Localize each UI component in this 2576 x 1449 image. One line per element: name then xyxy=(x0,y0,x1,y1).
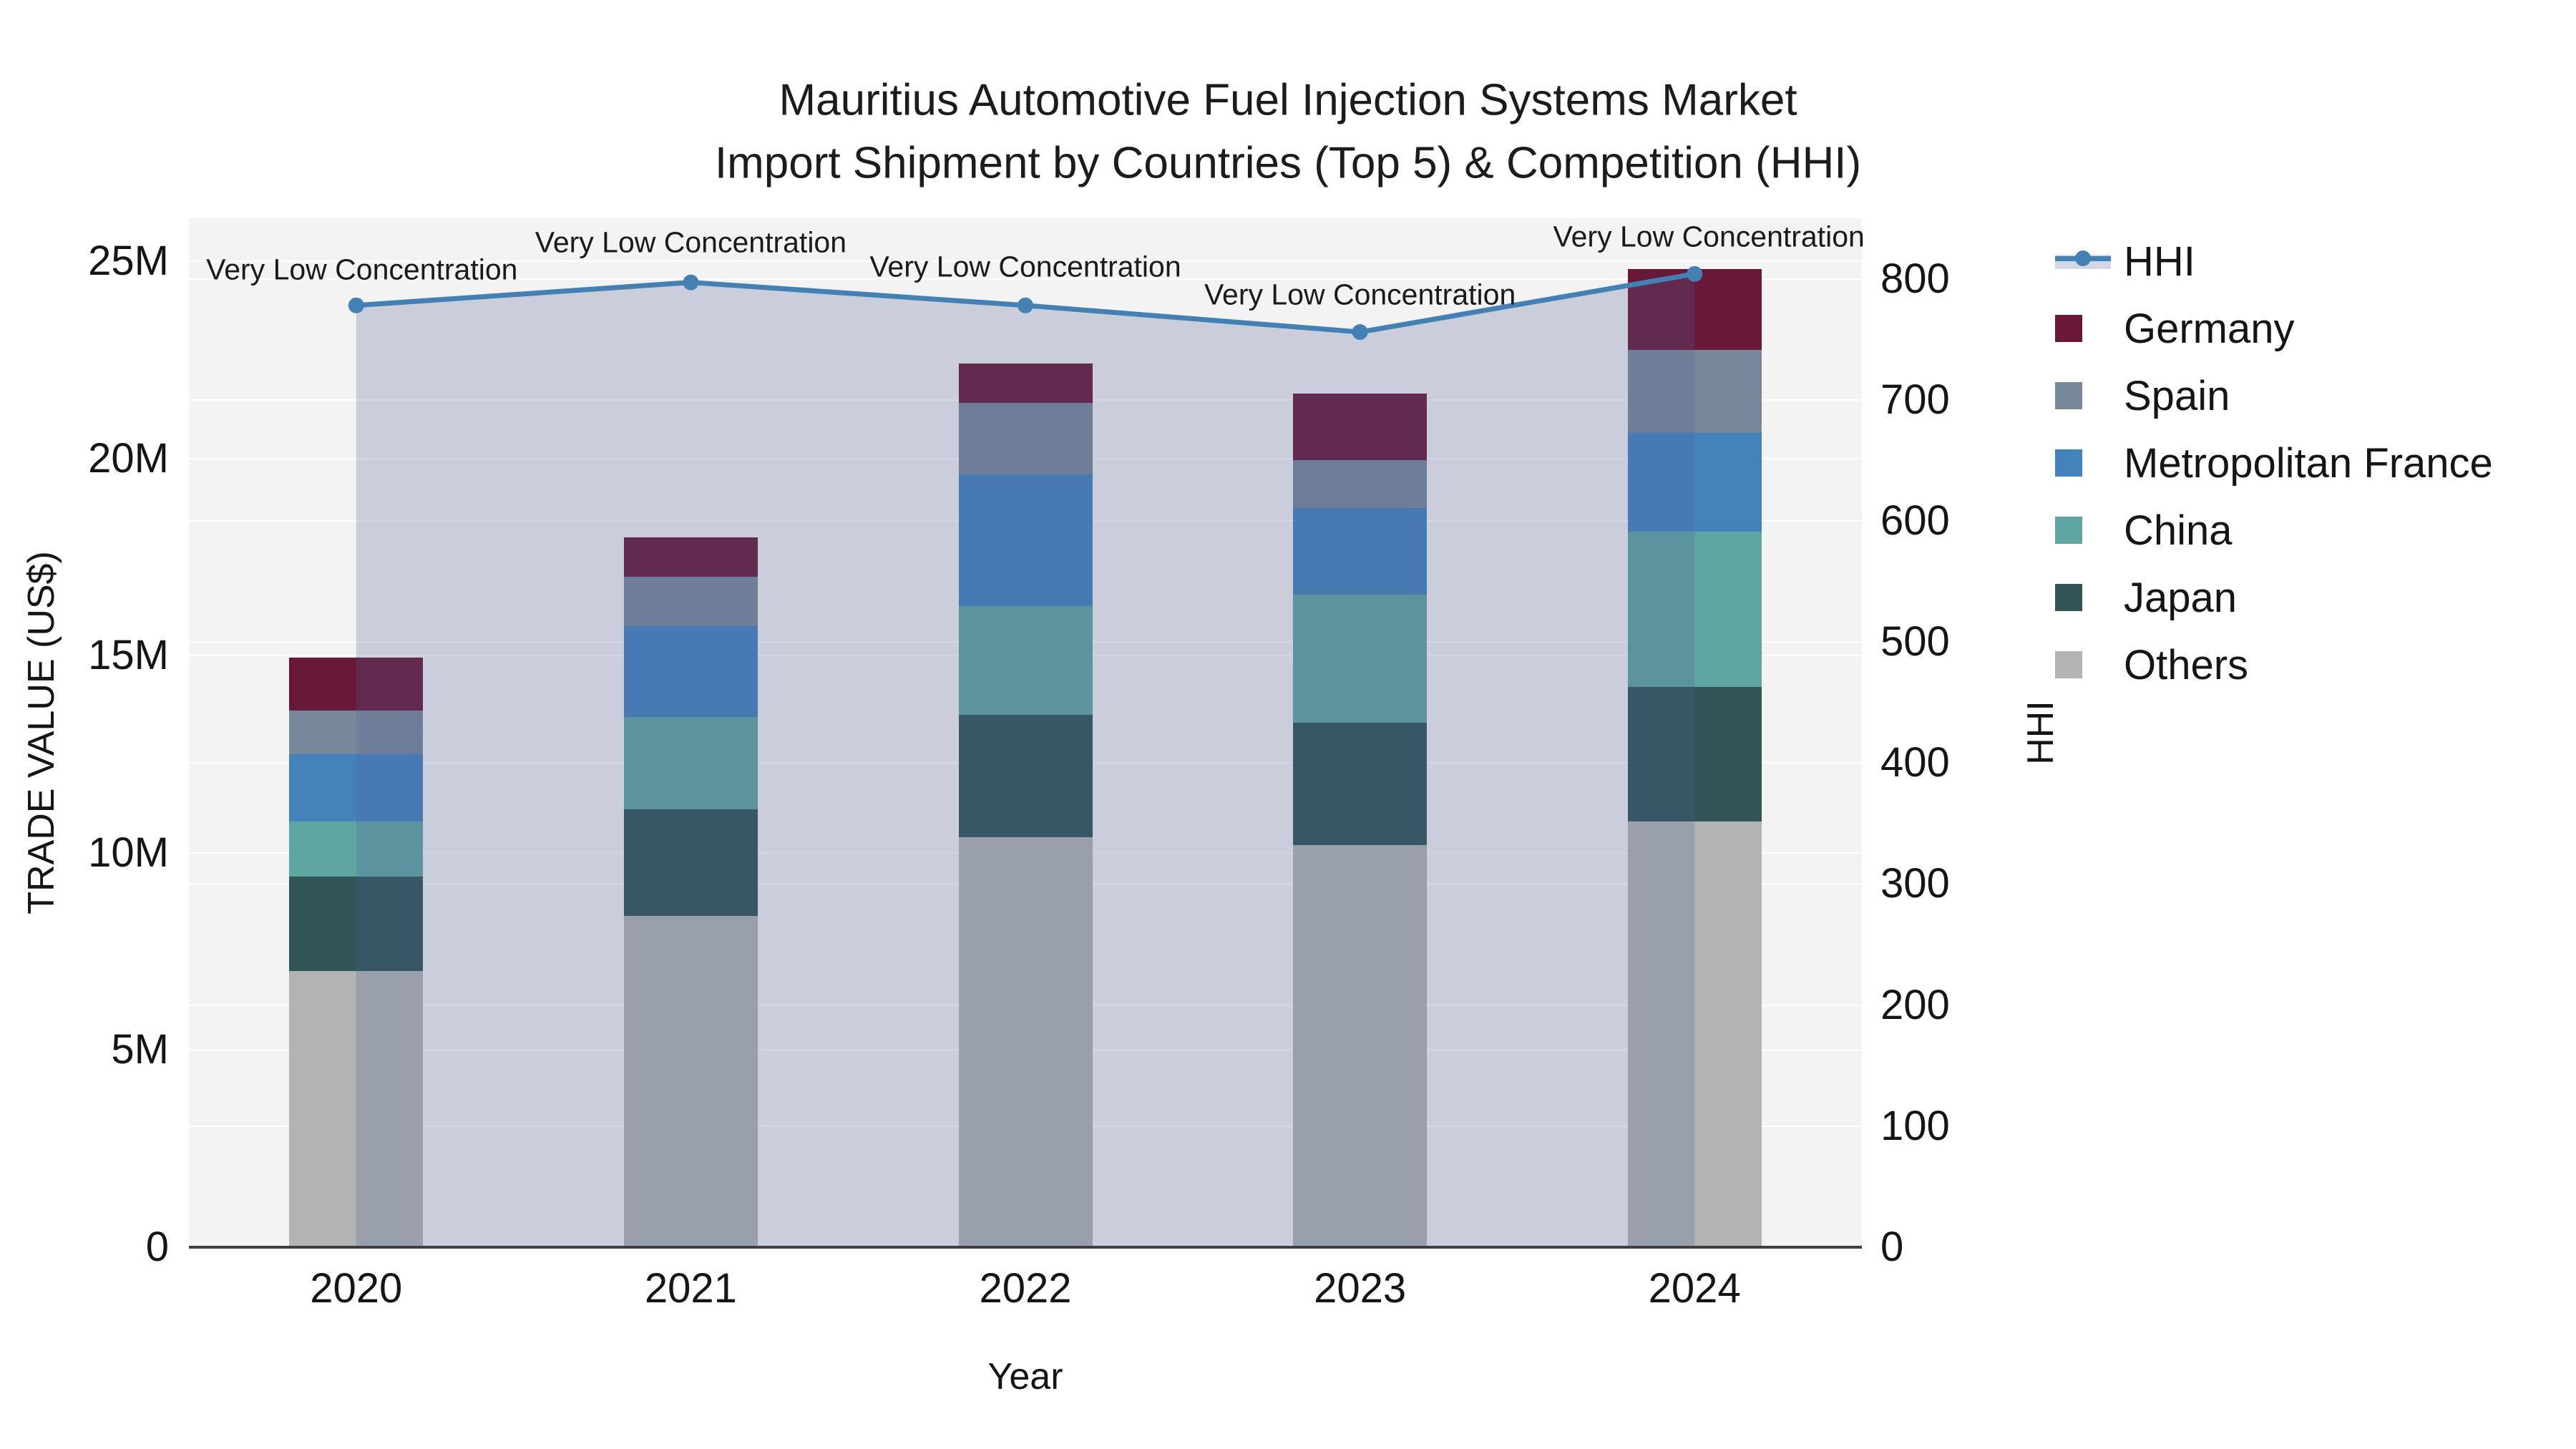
legend-item-spain[interactable]: Spain xyxy=(2055,362,2493,429)
bar-segment-2021-metropolitan-france[interactable] xyxy=(623,625,758,717)
y-right-tick-100: 100 xyxy=(1880,1102,1950,1149)
bar-segment-2022-china[interactable] xyxy=(958,606,1093,715)
bar-segment-2023-china[interactable] xyxy=(1293,594,1428,723)
chart-title-line-1: Mauritius Automotive Fuel Injection Syst… xyxy=(779,75,1797,125)
legend-item-hhi[interactable]: HHI xyxy=(2055,228,2493,295)
bar-segment-2024-japan[interactable] xyxy=(1627,687,1762,821)
y-right-tick-800: 800 xyxy=(1880,255,1950,302)
y-right-tick-600: 600 xyxy=(1880,497,1950,544)
legend-swatch-icon xyxy=(2055,449,2124,477)
hhi-marker-2020[interactable] xyxy=(348,297,364,313)
bar-segment-2020-metropolitan-france[interactable] xyxy=(289,754,424,821)
bar-segment-2022-japan[interactable] xyxy=(958,714,1093,837)
bar-segment-2022-germany[interactable] xyxy=(958,364,1093,404)
legend-label: Germany xyxy=(2124,305,2295,352)
x-tick-2020: 2020 xyxy=(310,1265,403,1312)
legend-swatch-icon xyxy=(2055,382,2124,409)
legend-label: Japan xyxy=(2124,574,2238,621)
bar-segment-2020-china[interactable] xyxy=(289,821,424,877)
y-left-axis-title: TRADE VALUE (US$) xyxy=(21,551,62,914)
hhi-marker-2023[interactable] xyxy=(1352,324,1368,341)
x-tick-2021: 2021 xyxy=(644,1265,737,1312)
bar-segment-2020-japan[interactable] xyxy=(289,876,424,972)
hhi-marker-icon xyxy=(2075,250,2091,266)
legend-swatch-icon xyxy=(2055,315,2124,342)
bar-segment-2020-spain[interactable] xyxy=(289,711,424,755)
y-right-tick-300: 300 xyxy=(1880,860,1950,907)
bar-segment-2021-others[interactable] xyxy=(623,916,758,1247)
legend-swatch-icon xyxy=(2055,584,2124,611)
hhi-marker-2021[interactable] xyxy=(683,274,699,291)
legend-item-metropolitan-france[interactable]: Metropolitan France xyxy=(2055,429,2493,497)
x-tick-2022: 2022 xyxy=(979,1265,1072,1312)
legend-swatch-icon xyxy=(2055,517,2124,544)
x-axis-title: Year xyxy=(987,1356,1063,1397)
legend-label: China xyxy=(2124,507,2233,554)
bar-segment-2020-germany[interactable] xyxy=(289,658,424,711)
chart-title-line-2: Import Shipment by Countries (Top 5) & C… xyxy=(714,138,1862,188)
x-tick-2024: 2024 xyxy=(1648,1265,1741,1312)
legend-item-china[interactable]: China xyxy=(2055,497,2493,564)
bar-segment-2024-china[interactable] xyxy=(1627,531,1762,688)
y-right-tick-0: 0 xyxy=(1880,1224,1904,1270)
y-left-tick-5M: 5M xyxy=(111,1026,169,1073)
y-right-tick-500: 500 xyxy=(1880,618,1950,665)
bar-segment-2024-spain[interactable] xyxy=(1627,350,1762,433)
legend-item-japan[interactable]: Japan xyxy=(2055,564,2493,631)
annotation-2024: Very Low Concentration xyxy=(1553,220,1865,253)
bar-segment-2021-germany[interactable] xyxy=(623,537,758,577)
x-axis-line xyxy=(189,1246,1862,1249)
bar-segment-2023-spain[interactable] xyxy=(1293,460,1428,508)
bar-segment-2020-others[interactable] xyxy=(289,971,424,1247)
germany-swatch-icon xyxy=(2055,315,2082,342)
annotation-2021: Very Low Concentration xyxy=(535,225,847,259)
spain-swatch-icon xyxy=(2055,382,2082,409)
y-right-axis-title: HHI xyxy=(2020,701,2062,765)
y-left-tick-0: 0 xyxy=(145,1224,169,1270)
annotation-2020: Very Low Concentration xyxy=(206,253,518,286)
hhi-marker-2024[interactable] xyxy=(1687,265,1703,282)
y-right-tick-400: 400 xyxy=(1880,739,1950,786)
legend-item-germany[interactable]: Germany xyxy=(2055,295,2493,362)
annotation-2022: Very Low Concentration xyxy=(869,250,1181,283)
y-left-tick-10M: 10M xyxy=(88,829,169,876)
bar-segment-2022-spain[interactable] xyxy=(958,403,1093,474)
bar-segment-2023-others[interactable] xyxy=(1293,844,1428,1247)
legend-label: Others xyxy=(2124,641,2249,688)
metropolitan-france-swatch-icon xyxy=(2055,449,2082,477)
bar-segment-2024-others[interactable] xyxy=(1627,821,1762,1247)
gridline-left-axis xyxy=(189,260,1862,263)
legend-label: HHI xyxy=(2124,238,2195,285)
legend-label: Metropolitan France xyxy=(2124,439,2493,487)
legend-swatch-icon xyxy=(2055,651,2124,678)
bar-segment-2023-metropolitan-france[interactable] xyxy=(1293,507,1428,595)
hhi-line-swatch-icon xyxy=(2055,247,2124,275)
bar-segment-2024-metropolitan-france[interactable] xyxy=(1627,432,1762,532)
y-left-tick-20M: 20M xyxy=(88,434,169,482)
bar-segment-2021-japan[interactable] xyxy=(623,809,758,916)
japan-swatch-icon xyxy=(2055,584,2082,611)
others-swatch-icon xyxy=(2055,651,2082,678)
bar-segment-2022-metropolitan-france[interactable] xyxy=(958,474,1093,607)
y-left-tick-25M: 25M xyxy=(88,238,169,285)
x-tick-2023: 2023 xyxy=(1314,1265,1407,1312)
legend-item-others[interactable]: Others xyxy=(2055,631,2493,698)
bar-segment-2021-spain[interactable] xyxy=(623,577,758,626)
bar-segment-2022-others[interactable] xyxy=(958,836,1093,1247)
legend: HHI Germany Spain Metropolitan France China J… xyxy=(2055,228,2493,698)
annotation-2023: Very Low Concentration xyxy=(1204,278,1516,311)
legend-label: Spain xyxy=(2124,372,2230,419)
bar-segment-2023-japan[interactable] xyxy=(1293,722,1428,845)
china-swatch-icon xyxy=(2055,517,2082,544)
bar-segment-2021-china[interactable] xyxy=(623,716,758,810)
y-right-tick-700: 700 xyxy=(1880,376,1950,423)
bar-segment-2023-germany[interactable] xyxy=(1293,393,1428,461)
y-left-tick-15M: 15M xyxy=(88,632,169,679)
y-right-tick-200: 200 xyxy=(1880,981,1950,1028)
hhi-marker-2022[interactable] xyxy=(1018,297,1033,313)
